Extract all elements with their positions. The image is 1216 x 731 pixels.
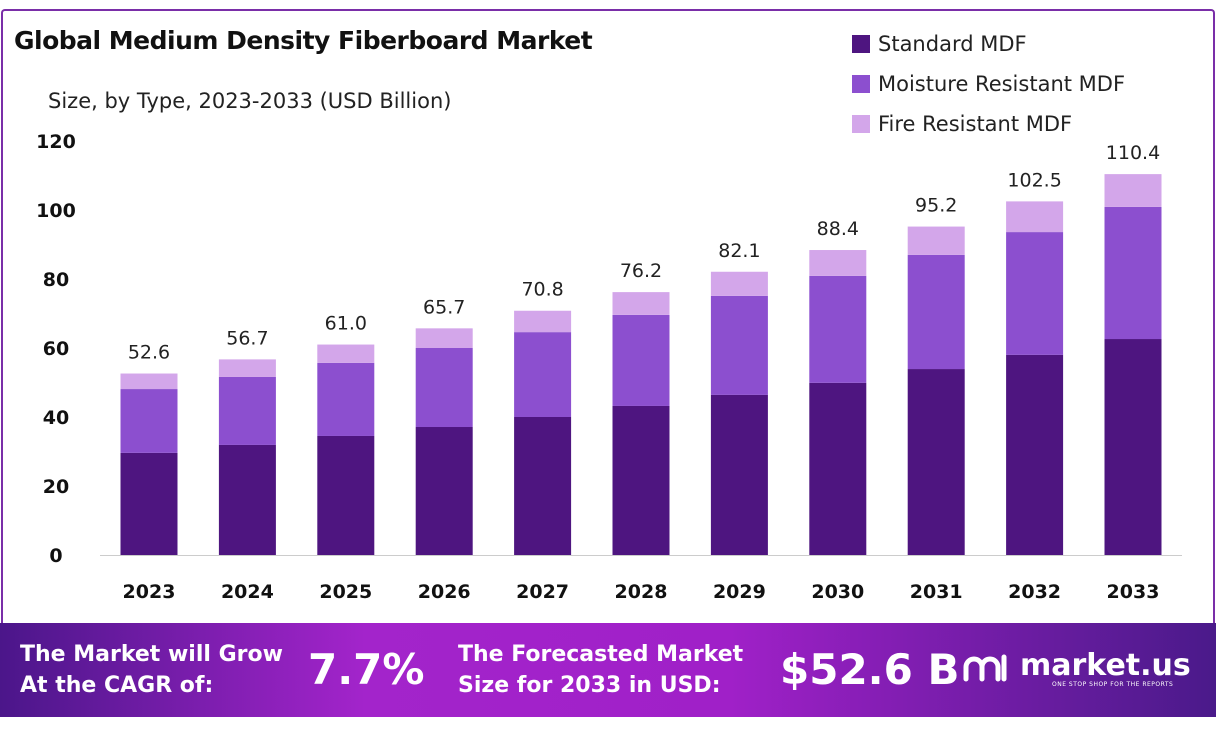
data-label: 88.4	[817, 218, 859, 240]
bar-segment	[809, 275, 867, 383]
legend-item-moisture: Moisture Resistant MDF	[852, 64, 1125, 104]
bar-segment	[415, 328, 473, 348]
y-tick-label: 120	[36, 131, 76, 153]
data-label: 61.0	[325, 313, 367, 335]
bar-segment	[317, 435, 375, 555]
legend-swatch	[852, 75, 870, 93]
x-tick-label: 2033	[1107, 581, 1160, 603]
bar-segment	[514, 310, 572, 333]
bar-segment	[612, 292, 670, 315]
brand-logo: market.us ONE STOP SHOP FOR THE REPORTS	[960, 649, 1191, 689]
y-tick-label: 20	[43, 476, 69, 498]
bar-segment	[710, 295, 768, 395]
x-tick-label: 2030	[811, 581, 864, 603]
data-label: 70.8	[521, 279, 563, 301]
y-tick-label: 100	[36, 200, 76, 222]
bar-segment	[1104, 174, 1162, 207]
legend-label: Moisture Resistant MDF	[878, 72, 1126, 96]
bar-segment	[120, 452, 178, 555]
bar-segment	[809, 382, 867, 555]
x-tick-label: 2028	[615, 581, 668, 603]
footer-banner: The Market will Grow At the CAGR of: 7.7…	[0, 623, 1216, 717]
bar-segment	[120, 389, 178, 453]
bar-segment	[710, 271, 768, 296]
legend: Standard MDF Moisture Resistant MDF Fire…	[852, 24, 1125, 144]
data-label: 56.7	[226, 327, 268, 349]
brand-name: market.us	[1020, 647, 1191, 683]
cagr-label: The Market will Grow At the CAGR of:	[20, 639, 283, 701]
x-tick-label: 2029	[713, 581, 766, 603]
market-us-logo-icon	[963, 654, 1007, 682]
chart-title: Global Medium Density Fiberboard Market	[14, 26, 593, 55]
x-tick-label: 2027	[516, 581, 569, 603]
data-label: 65.7	[423, 296, 465, 318]
bar-segment	[415, 427, 473, 555]
bar-segment	[514, 417, 572, 555]
bar-segment	[612, 405, 670, 555]
y-tick-label: 80	[43, 269, 69, 291]
bar-segment	[1104, 339, 1162, 555]
bar-segment	[710, 394, 768, 555]
data-label: 52.6	[128, 342, 170, 364]
bar-segment	[415, 348, 473, 428]
bar-segment	[514, 332, 572, 417]
legend-label: Standard MDF	[878, 32, 1027, 56]
bar-segment	[907, 369, 965, 555]
y-tick-label: 0	[49, 545, 62, 567]
bar-segment	[218, 376, 276, 445]
bar-segment	[317, 344, 375, 363]
brand-tagline: ONE STOP SHOP FOR THE REPORTS	[1052, 680, 1174, 688]
bar-segment	[1104, 206, 1162, 340]
data-label: 76.2	[620, 260, 662, 282]
forecast-label: The Forecasted Market Size for 2033 in U…	[458, 639, 743, 701]
bar-segment	[907, 254, 965, 370]
cagr-label-line1: The Market will Grow	[20, 642, 283, 667]
bar-segment	[809, 250, 867, 276]
legend-label: Fire Resistant MDF	[878, 112, 1073, 136]
forecast-label-line2: Size for 2033 in USD:	[458, 673, 721, 698]
legend-item-fire: Fire Resistant MDF	[852, 104, 1125, 144]
x-tick-label: 2024	[221, 581, 274, 603]
x-tick-label: 2031	[910, 581, 963, 603]
y-tick-label: 60	[43, 338, 69, 360]
bar-segment	[907, 226, 965, 255]
bar-segment	[218, 444, 276, 555]
data-label: 82.1	[718, 240, 760, 262]
y-tick-label: 40	[43, 407, 69, 429]
bar-segment	[218, 359, 276, 377]
legend-swatch	[852, 35, 870, 53]
bar-segment	[120, 373, 178, 390]
data-label: 110.4	[1106, 142, 1160, 164]
x-tick-label: 2026	[418, 581, 471, 603]
chart-subtitle: Size, by Type, 2023-2033 (USD Billion)	[48, 89, 452, 113]
cagr-label-line2: At the CAGR of:	[20, 673, 214, 698]
cagr-value: 7.7%	[308, 645, 425, 694]
x-tick-label: 2032	[1008, 581, 1061, 603]
data-label: 95.2	[915, 195, 957, 217]
x-tick-label: 2025	[319, 581, 372, 603]
legend-swatch	[852, 115, 870, 133]
chart-frame	[1, 9, 1215, 625]
forecast-label-line1: The Forecasted Market	[458, 642, 744, 667]
forecast-value: $52.6 B	[780, 645, 960, 694]
bar-segment	[1006, 201, 1064, 233]
x-tick-label: 2023	[123, 581, 176, 603]
bar-segment	[317, 362, 375, 436]
data-label: 102.5	[1007, 169, 1061, 191]
bar-segment	[612, 314, 670, 406]
chart-plot: 0 20 40 60 80 100 120 52.6 2023 56.7 2024 61.0 2025 6…	[36, 131, 1182, 603]
legend-item-standard: Standard MDF	[852, 24, 1125, 64]
bar-segment	[1006, 354, 1064, 555]
bar-segment	[1006, 232, 1064, 355]
